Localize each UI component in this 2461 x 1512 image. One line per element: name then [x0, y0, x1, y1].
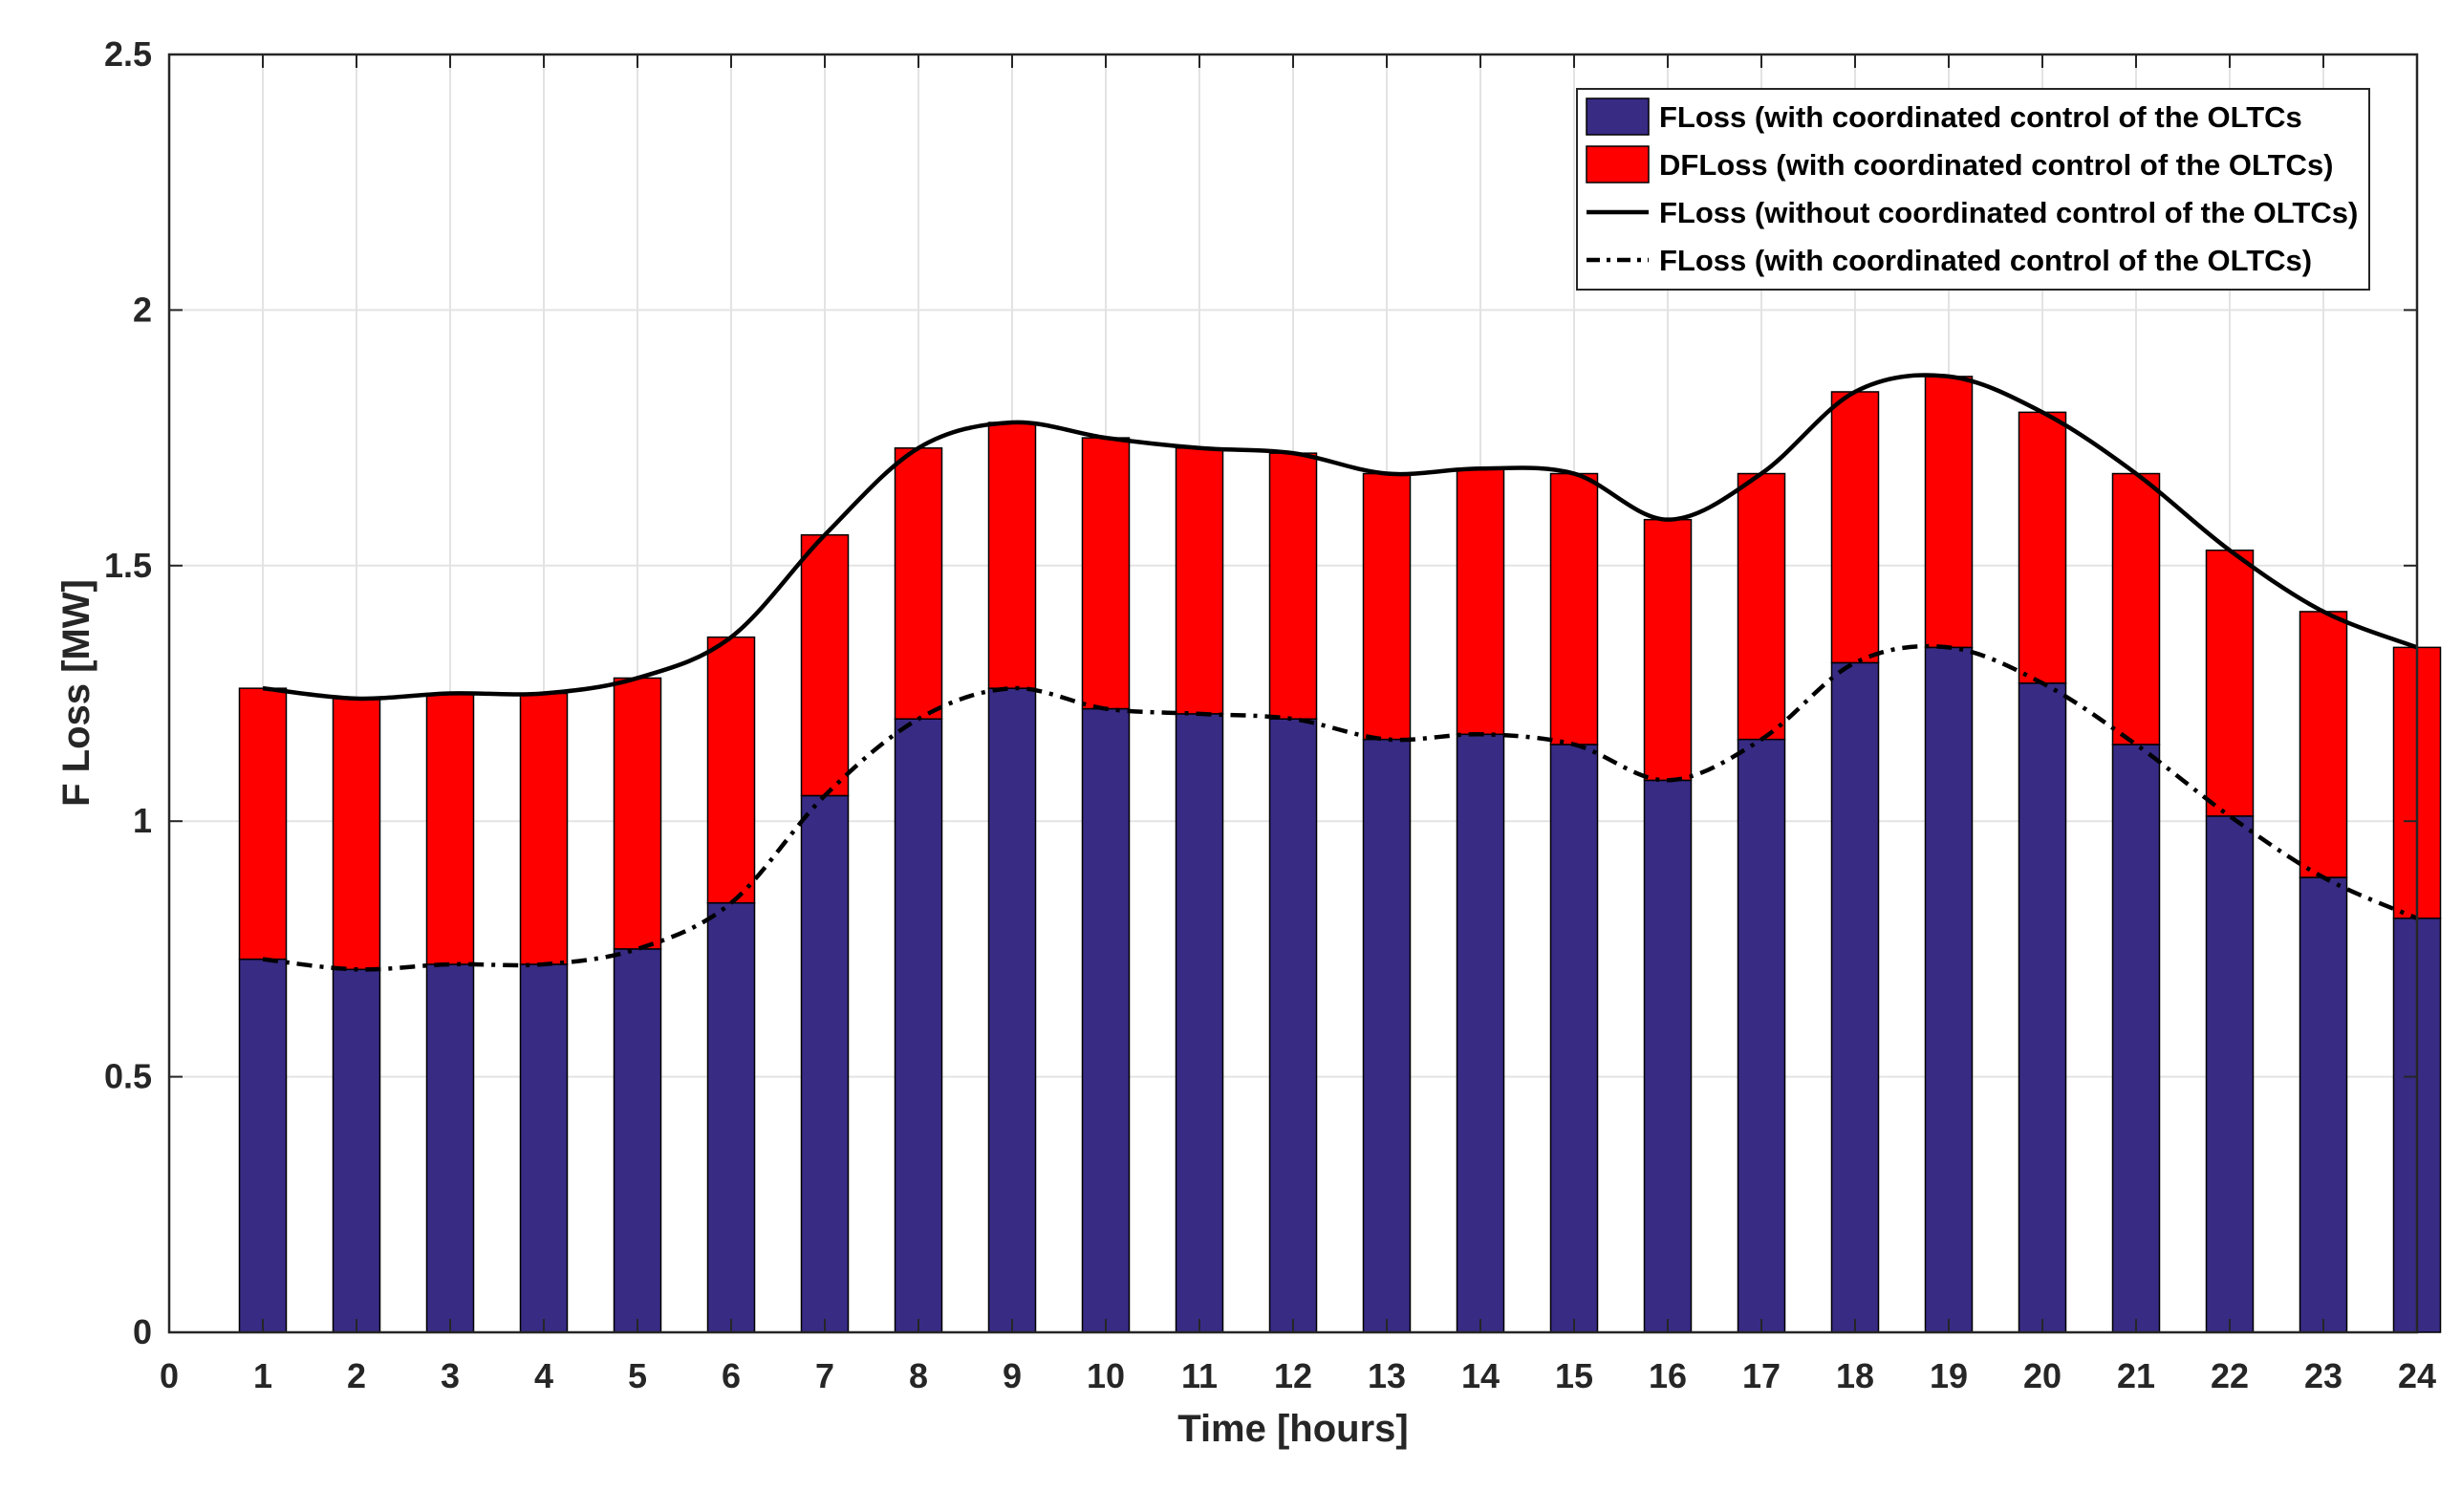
bar-segment-floss-hour-14: [1456, 733, 1505, 1333]
x-tick-label: 23: [2304, 1356, 2342, 1395]
x-tick-label: 11: [1181, 1356, 1218, 1395]
bar-segment-floss-hour-17: [1737, 738, 1786, 1333]
bar-segment-dfloss-hour-5: [613, 677, 662, 950]
legend-label-3: FLoss (with coordinated control of the O…: [1659, 244, 2312, 277]
x-tick-label: 13: [1368, 1356, 1406, 1395]
bar-segment-floss-hour-2: [332, 968, 381, 1333]
x-tick-label: 16: [1649, 1356, 1687, 1395]
bar-segment-floss-hour-3: [425, 963, 475, 1333]
x-tick-labels: 0 1 2 3 4 5 6 7 8 9 10 11 12 13 14 15 16 17 18 19 20 21 22 23 24: [160, 1356, 2436, 1395]
bar-segment-dfloss-hour-11: [1175, 447, 1224, 715]
bar-segment-floss-hour-10: [1081, 707, 1131, 1333]
legend-label-2: FLoss (without coordinated control of th…: [1659, 196, 2358, 229]
bar-segment-dfloss-hour-21: [2111, 472, 2161, 745]
bar-layer: [238, 376, 2442, 1333]
x-tick-label: 6: [722, 1356, 741, 1395]
x-tick-label: 9: [1003, 1356, 1022, 1395]
bar-segment-dfloss-hour-17: [1737, 472, 1786, 741]
x-tick-label: 18: [1836, 1356, 1874, 1395]
x-tick-label: 24: [2398, 1356, 2436, 1395]
bar-segment-dfloss-hour-20: [2018, 411, 2067, 684]
x-tick-label: 5: [628, 1356, 647, 1395]
legend-swatch-1: [1586, 145, 1650, 184]
legend-label-0: FLoss (with coordinated control of the O…: [1659, 100, 2302, 134]
line-layer: [262, 373, 2418, 972]
bar-segment-floss-hour-5: [613, 948, 662, 1333]
line-floss-without-coordination: [262, 373, 2418, 702]
bar-segment-dfloss-hour-12: [1268, 452, 1318, 720]
y-tick-label: 0.5: [104, 1057, 152, 1096]
bar-segment-dfloss-hour-4: [519, 692, 569, 965]
bar-segment-floss-hour-12: [1268, 718, 1318, 1333]
bar-segment-dfloss-hour-13: [1362, 472, 1412, 741]
x-tick-label: 15: [1555, 1356, 1593, 1395]
x-tick-label: 17: [1742, 1356, 1781, 1395]
bar-segment-dfloss-hour-9: [987, 421, 1037, 689]
bar-segment-floss-hour-11: [1175, 713, 1224, 1333]
legend-box: [1576, 88, 2370, 291]
y-tick-label: 0: [133, 1312, 152, 1351]
x-tick-label: 12: [1274, 1356, 1312, 1395]
x-tick-label: 10: [1087, 1356, 1125, 1395]
line-floss-with-coordination: [262, 643, 2418, 972]
bar-segment-dfloss-hour-15: [1549, 472, 1599, 745]
x-axis-label: Time [hours]: [1177, 1408, 1409, 1450]
bar-segment-dfloss-hour-2: [332, 698, 381, 971]
bar-segment-floss-hour-7: [800, 794, 850, 1333]
bar-segment-dfloss-hour-10: [1081, 437, 1131, 710]
bar-segment-dfloss-hour-7: [800, 533, 850, 797]
bar-segment-dfloss-hour-1: [238, 687, 288, 961]
y-tick-label: 2.5: [104, 34, 152, 74]
bar-segment-floss-hour-6: [706, 902, 756, 1333]
bar-segment-dfloss-hour-8: [894, 447, 943, 720]
bar-segment-dfloss-hour-3: [425, 692, 475, 965]
legend-label-1: DFLoss (with coordinated control of the …: [1659, 148, 2334, 182]
x-tick-label: 7: [815, 1356, 834, 1395]
bar-segment-dfloss-hour-16: [1643, 518, 1693, 782]
y-axis-label: F Loss [MW]: [55, 579, 97, 807]
bar-segment-dfloss-hour-18: [1830, 391, 1880, 664]
x-tick-label: 21: [2117, 1356, 2155, 1395]
legend: FLoss (with coordinated control of the O…: [1576, 88, 2370, 291]
bar-segment-floss-hour-13: [1362, 738, 1412, 1333]
y-tick-labels: 0 0.5 1 1.5 2 2.5: [104, 34, 152, 1351]
x-tick-label: 14: [1461, 1356, 1500, 1395]
bar-segment-floss-hour-22: [2205, 815, 2255, 1333]
y-tick-label: 1.5: [104, 546, 152, 585]
x-tick-label: 4: [534, 1356, 553, 1395]
x-tick-label: 0: [160, 1356, 179, 1395]
bar-segment-floss-hour-23: [2299, 876, 2348, 1333]
x-tick-label: 3: [441, 1356, 460, 1395]
x-tick-label: 1: [253, 1356, 272, 1395]
x-tick-label: 20: [2023, 1356, 2062, 1395]
bar-segment-dfloss-hour-22: [2205, 550, 2255, 817]
bar-segment-floss-hour-9: [987, 687, 1037, 1333]
bar-segment-dfloss-hour-19: [1924, 376, 1974, 649]
bar-segment-floss-hour-8: [894, 718, 943, 1333]
y-tick-label: 1: [133, 801, 152, 840]
bar-segment-floss-hour-16: [1643, 779, 1693, 1333]
y-tick-label: 2: [133, 290, 152, 329]
x-tick-label: 2: [347, 1356, 366, 1395]
bar-segment-floss-hour-18: [1830, 661, 1880, 1333]
bar-segment-floss-hour-19: [1924, 646, 1974, 1333]
bar-segment-floss-hour-20: [2018, 682, 2067, 1333]
x-tick-label: 22: [2211, 1356, 2249, 1395]
legend-swatch-0: [1586, 97, 1650, 136]
bar-segment-floss-hour-1: [238, 958, 288, 1333]
bar-segment-dfloss-hour-14: [1456, 467, 1505, 736]
bar-segment-floss-hour-15: [1549, 744, 1599, 1333]
x-tick-label: 19: [1930, 1356, 1968, 1395]
tick-layer: [168, 54, 2418, 1333]
bar-segment-dfloss-hour-6: [706, 636, 756, 904]
bar-segment-floss-hour-21: [2111, 744, 2161, 1333]
bar-segment-dfloss-hour-23: [2299, 611, 2348, 878]
x-tick-label: 8: [909, 1356, 928, 1395]
bar-segment-floss-hour-4: [519, 963, 569, 1333]
